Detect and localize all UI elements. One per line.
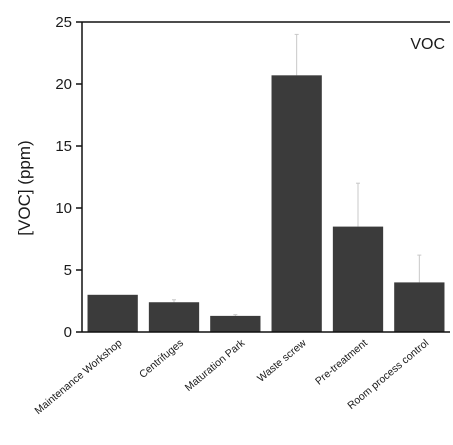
chart-annotation: VOC (410, 36, 445, 53)
x-tick-label: Waste screw (255, 337, 309, 385)
bar-waste-screw (271, 75, 322, 332)
y-ticks: 0 5 10 15 20 25 (55, 14, 82, 341)
x-tick-label: Pre-treatment (313, 337, 370, 388)
bar-maintenance-workshop (87, 294, 138, 332)
bar-pre-treatment (332, 226, 384, 332)
x-tick-label: Maintenance Workshop (33, 337, 125, 417)
bars (87, 75, 445, 332)
x-tick-label: Centrifuges (137, 337, 186, 381)
bar-room-process-control (394, 282, 445, 332)
error-bars (172, 33, 422, 316)
y-tick-label: 0 (64, 324, 72, 341)
y-tick-label: 25 (55, 14, 72, 31)
y-tick-label: 15 (55, 138, 72, 155)
y-tick-label: 20 (55, 76, 72, 93)
y-axis-title: [VOC] (ppm) (15, 140, 34, 235)
y-tick-label: 5 (64, 262, 72, 279)
bar-maturation-park (210, 315, 261, 332)
x-tick-label: Maturation Park (183, 337, 248, 394)
axes (81, 21, 450, 333)
bar-centrifuges (148, 302, 200, 332)
x-tick-labels: Maintenance Workshop CentrifugesMaturatio… (33, 337, 432, 417)
y-tick-label: 10 (55, 200, 72, 217)
